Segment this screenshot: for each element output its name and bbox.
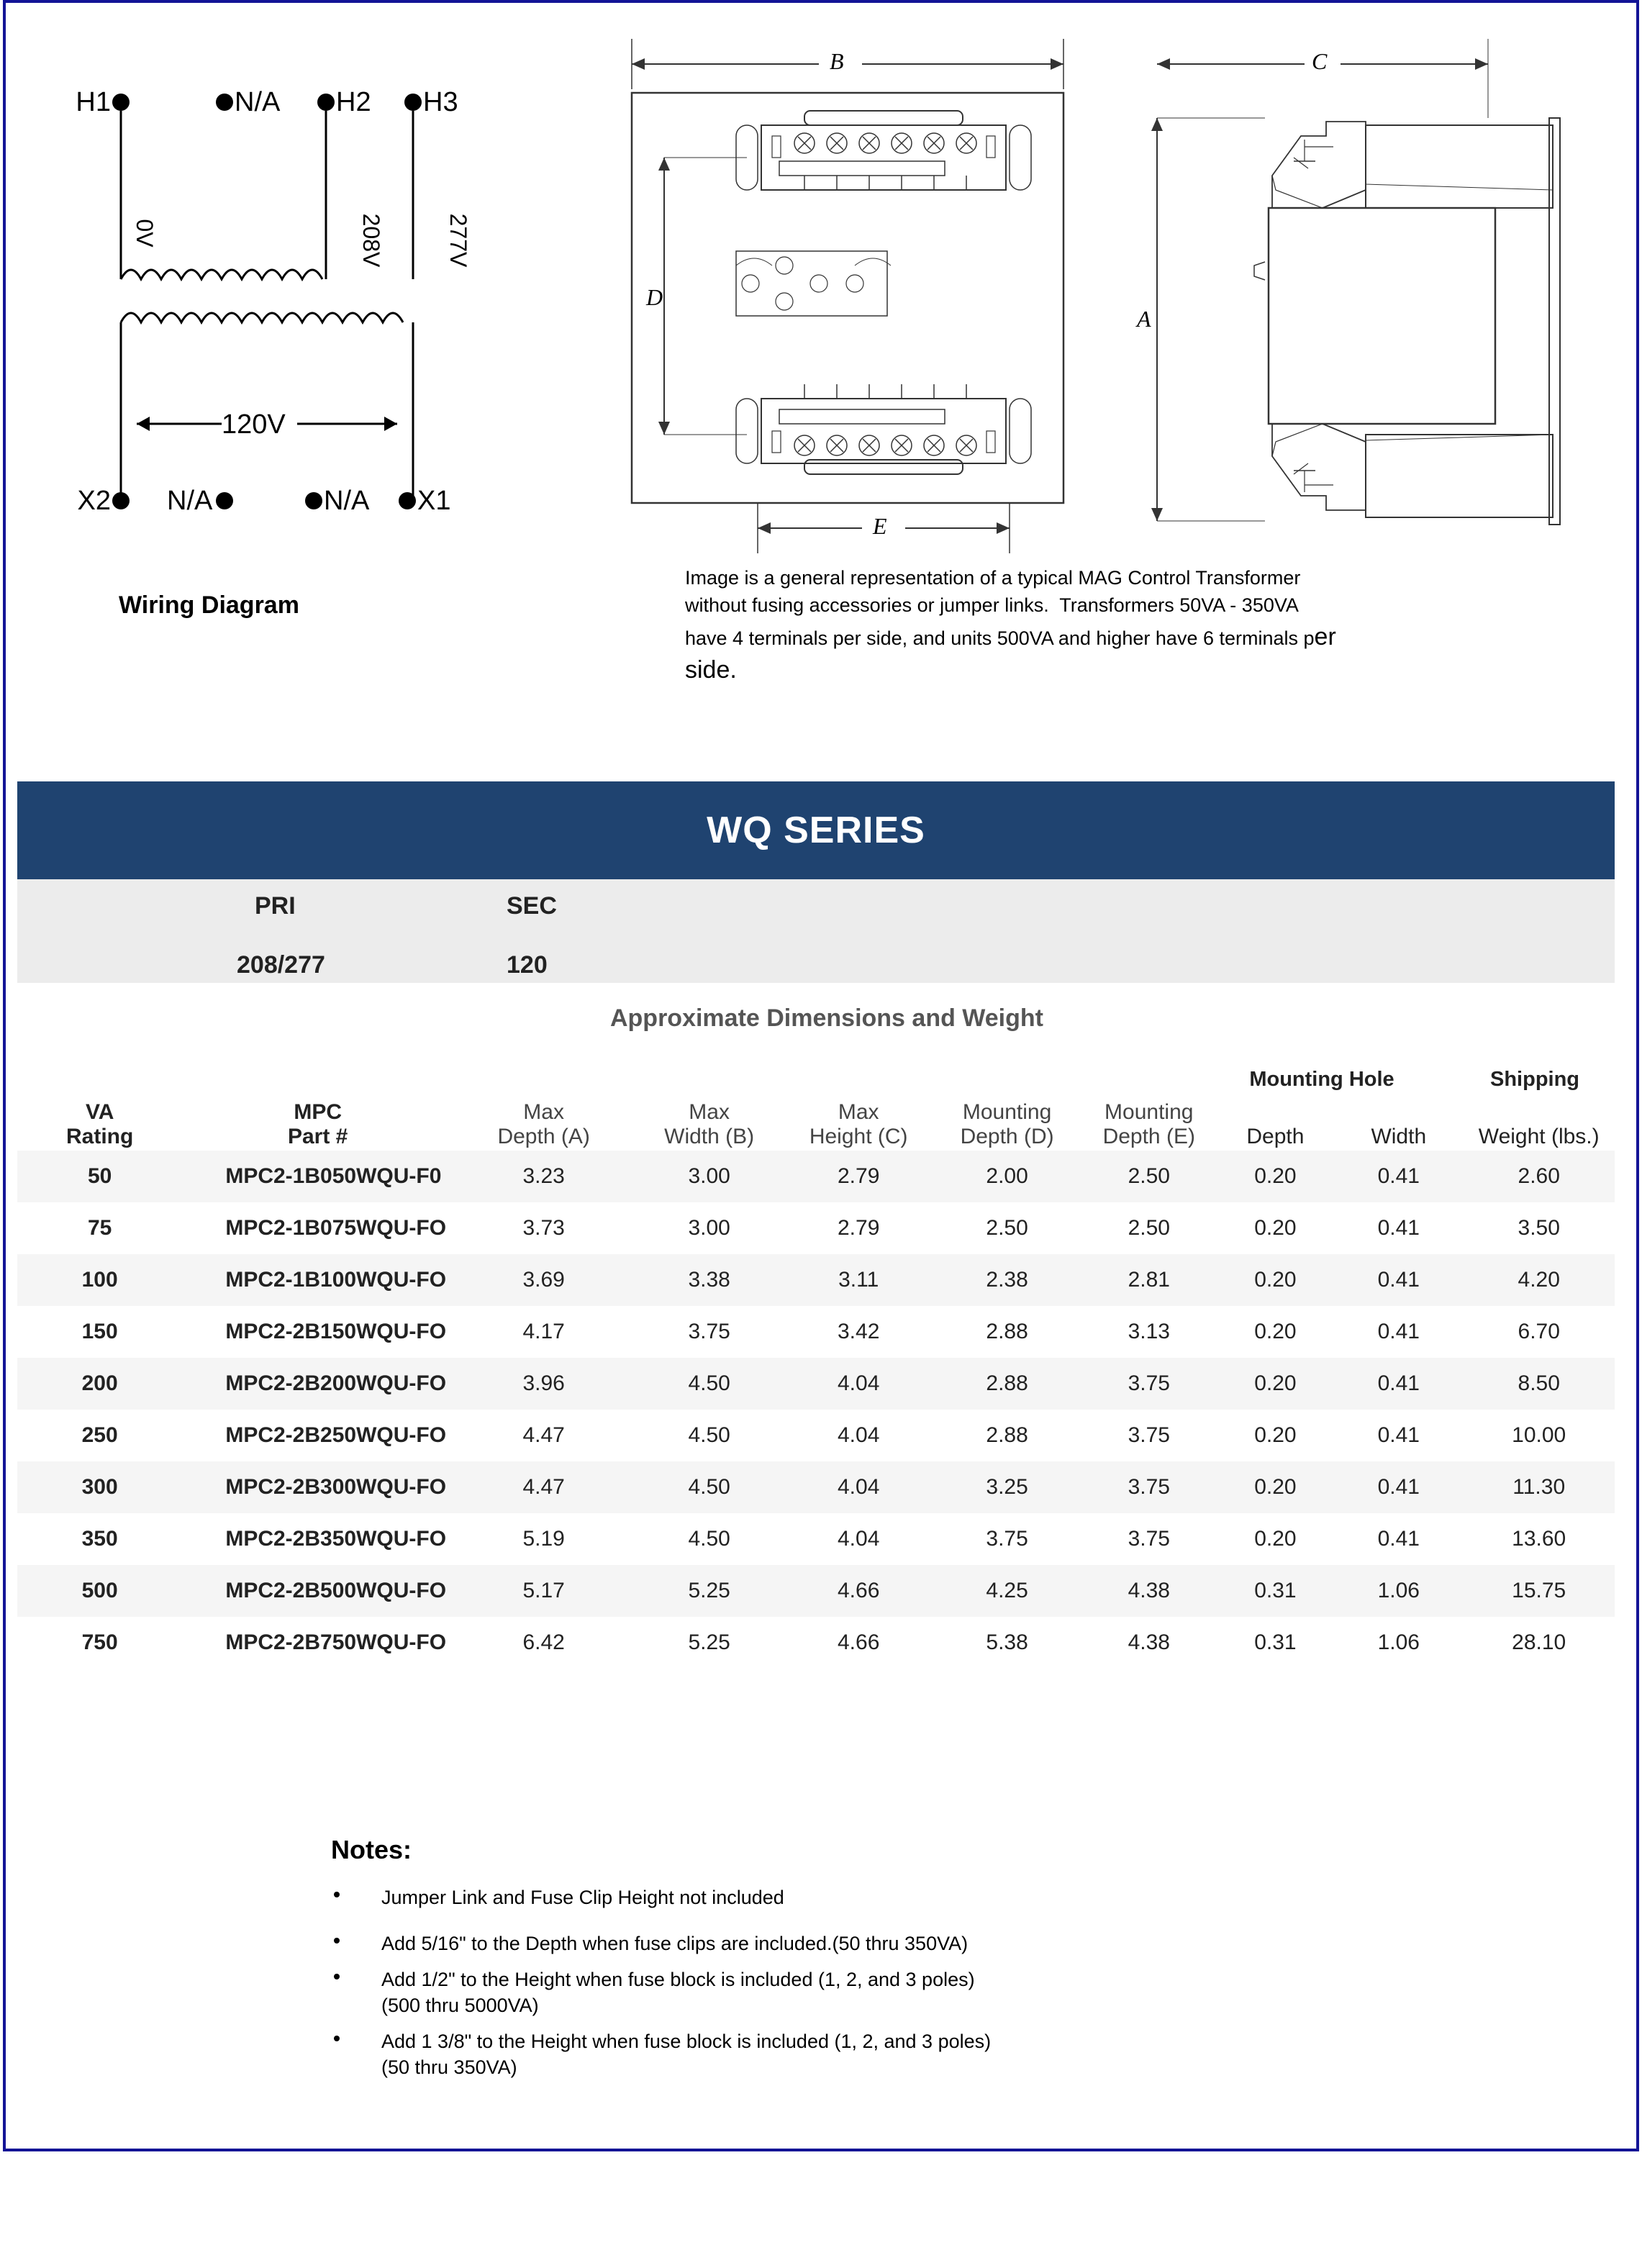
svg-text:H3: H3 — [423, 87, 458, 117]
svg-text:277V: 277V — [445, 214, 471, 268]
svg-text:208V: 208V — [358, 214, 384, 268]
svg-text:A: A — [1135, 306, 1151, 332]
svg-text:0V: 0V — [132, 219, 158, 248]
svg-text:X2: X2 — [78, 486, 111, 516]
svg-text:D: D — [645, 284, 663, 310]
svg-text:H2: H2 — [336, 87, 371, 117]
svg-text:B: B — [830, 48, 844, 74]
svg-text:N/A: N/A — [167, 486, 213, 516]
svg-text:E: E — [872, 513, 887, 539]
svg-text:X1: X1 — [417, 486, 450, 516]
svg-text:H1: H1 — [76, 87, 111, 117]
svg-text:N/A: N/A — [235, 87, 281, 117]
svg-text:C: C — [1312, 48, 1328, 74]
svg-text:N/A: N/A — [324, 486, 370, 516]
svg-text:120V: 120V — [222, 409, 286, 440]
